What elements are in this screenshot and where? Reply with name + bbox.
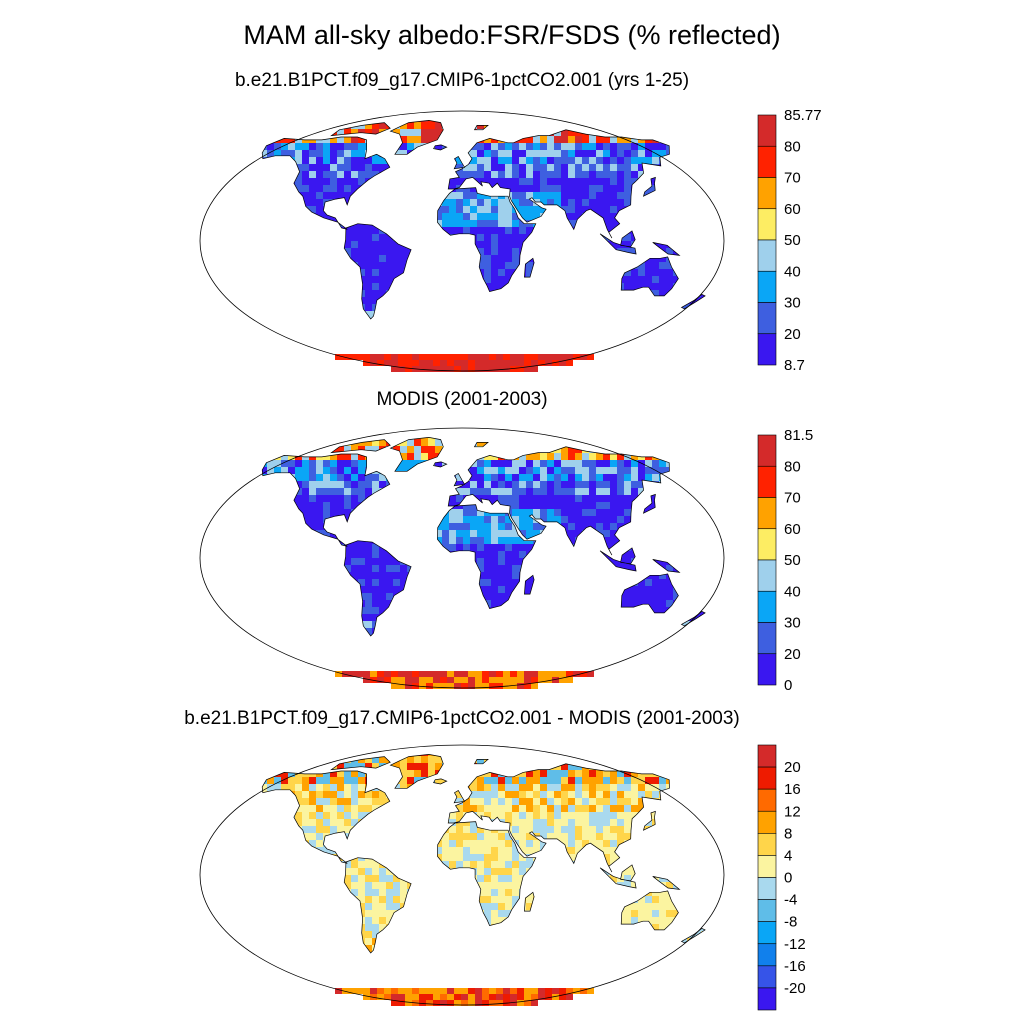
colorbar-box <box>757 333 777 366</box>
colorbar-box <box>757 239 777 272</box>
colorbar-modis: 81.5 80 70 60 50 40 30 20 0 <box>757 427 813 694</box>
colorbar-label: 70 <box>784 490 801 507</box>
colorbar-box <box>757 208 777 241</box>
colorbar-box <box>757 302 777 335</box>
colorbar-box <box>757 899 777 922</box>
colorbar-box <box>757 465 777 498</box>
colorbar-label: 30 <box>784 295 801 312</box>
colorbar-box <box>757 653 777 686</box>
colorbar-box <box>757 833 777 856</box>
colorbar-box <box>757 921 777 945</box>
colorbar-label: 70 <box>784 170 801 187</box>
colorbar-box <box>757 622 777 655</box>
map-boundary <box>199 110 725 372</box>
coastlines <box>261 437 706 637</box>
colorbar-box <box>757 788 777 812</box>
colorbar-difference: 20 16 12 8 4 0 -4 -8 -12 -16 -20 <box>757 744 806 1011</box>
map-modis-albedo <box>199 427 725 689</box>
map-difference-albedo <box>199 744 725 1006</box>
colorbar-box <box>757 145 777 178</box>
colorbar-box <box>757 177 777 210</box>
colorbar-box <box>757 590 777 623</box>
colorbar-label: 8.7 <box>784 357 805 374</box>
map-model-albedo <box>199 110 725 372</box>
colorbar-label: -12 <box>784 936 806 953</box>
colorbar-box <box>757 559 777 592</box>
colorbar-box <box>757 528 777 561</box>
colorbar-label: -4 <box>784 892 797 909</box>
colorbar-label: 4 <box>784 847 792 864</box>
colorbar-label: 8 <box>784 825 792 842</box>
colorbar-label: -8 <box>784 914 797 931</box>
colorbar-box <box>757 766 777 790</box>
map-boundary <box>199 427 725 689</box>
colorbar-box <box>757 965 777 989</box>
land-grid-cells <box>262 120 706 320</box>
colorbar-box <box>757 877 777 900</box>
colorbar-label: 0 <box>784 870 792 887</box>
colorbar-label: 80 <box>784 458 801 475</box>
colorbar-box <box>757 855 777 878</box>
colorbar-label: 60 <box>784 201 801 218</box>
colorbar-label: 85.77 <box>784 107 822 124</box>
antarctica-band <box>335 354 594 372</box>
colorbar-label: 81.5 <box>784 427 813 444</box>
colorbar-box <box>757 497 777 530</box>
colorbar-label: 12 <box>784 803 801 820</box>
colorbar-label: 50 <box>784 232 801 249</box>
antarctica-band <box>335 671 594 689</box>
colorbar-box <box>757 943 777 967</box>
coastlines <box>261 120 706 320</box>
colorbar-label: -20 <box>784 980 806 997</box>
colorbar-label: 80 <box>784 138 801 155</box>
colorbar-label: 30 <box>784 615 801 632</box>
colorbar-label: 20 <box>784 326 801 343</box>
colorbar-label: 0 <box>784 677 792 694</box>
colorbar-label: -16 <box>784 958 806 975</box>
colorbar-box <box>757 744 777 768</box>
colorbar-label: 20 <box>784 759 801 776</box>
colorbar-label: 40 <box>784 583 801 600</box>
colorbar-label: 16 <box>784 781 801 798</box>
antarctica-band <box>335 988 594 1006</box>
panel-title-difference: b.e21.B1PCT.f09_g17.CMIP6-1pctCO2.001 - … <box>184 708 740 729</box>
main-title: MAM all-sky albedo:FSR/FSDS (% reflected… <box>243 20 781 50</box>
colorbar-model: 85.77 80 70 60 50 40 30 20 8.7 <box>757 107 822 374</box>
coastlines <box>261 754 706 954</box>
colorbar-box <box>757 987 777 1011</box>
colorbar-box <box>757 270 777 303</box>
colorbar-label: 40 <box>784 263 801 280</box>
colorbar-label: 60 <box>784 521 801 538</box>
colorbar-box <box>757 114 777 147</box>
land-grid-cells <box>262 437 706 637</box>
land-grid-cells <box>262 754 706 954</box>
colorbar-box <box>757 810 777 834</box>
colorbar-label: 20 <box>784 646 801 663</box>
colorbar-label: 50 <box>784 552 801 569</box>
colorbar-box <box>757 434 777 467</box>
map-boundary <box>199 744 725 1006</box>
panel-title-model: b.e21.B1PCT.f09_g17.CMIP6-1pctCO2.001 (y… <box>234 70 690 91</box>
panel-title-modis: MODIS (2001-2003) <box>376 389 548 410</box>
